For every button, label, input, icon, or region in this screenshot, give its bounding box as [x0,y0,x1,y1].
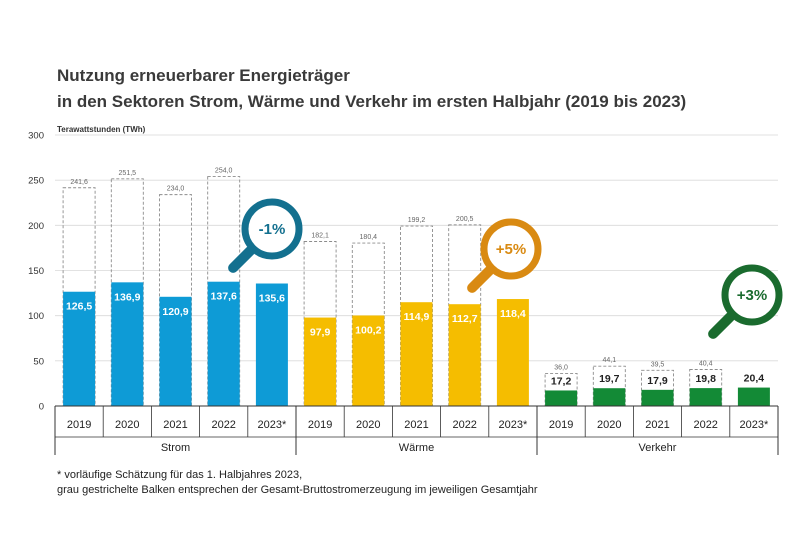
bar-verkehr [689,388,722,406]
bar-strom [111,282,144,406]
gross-value-label: 200,5 [456,216,474,223]
bar-verkehr [593,388,626,406]
gross-value-label: 180,4 [360,234,378,241]
group-label: Verkehr [639,442,677,454]
bar-wärme [352,315,385,406]
bar-value-label: 19,7 [599,373,620,385]
x-tick-label: 2021 [404,419,428,431]
magnifier-icon [480,218,542,280]
gross-value-label: 40,4 [699,361,713,368]
bar-wärme [448,304,481,406]
group-label: Strom [161,442,190,454]
bar-value-label: 120,9 [162,306,188,318]
bar-verkehr [545,390,578,406]
gross-value-label: 36,0 [554,364,568,371]
change-badge-label: -1% [259,221,286,238]
x-tick-label: 2022 [693,419,717,431]
bar-strom [255,283,288,406]
x-tick-label: 2021 [163,419,187,431]
bar-wärme [496,299,529,406]
bar-wärme [400,302,433,406]
y-axis-label: Terawattstunden (TWh) [57,125,146,134]
bar-value-label: 118,4 [500,308,526,320]
bar-value-label: 112,7 [452,313,478,325]
bars: 241,6 126,5 251,5 136,9 234,0 120,9 254,0 137,6… [62,168,770,407]
bar-strom [207,281,240,406]
change-badges: -1% +5% +3% [228,198,783,339]
footnote-line1: * vorläufige Schätzung für das 1. Halbja… [57,469,302,481]
y-tick-label: 250 [28,176,44,187]
bar-value-label: 19,8 [695,373,716,385]
bar-strom [159,296,192,406]
chart-title-line1: Nutzung erneuerbarer Energieträger [57,66,350,85]
x-tick-label: 2022 [211,419,235,431]
x-tick-label: 2023* [499,419,528,431]
bar-strom [63,291,96,406]
gross-value-label: 234,0 [167,186,185,193]
group-label: Wärme [399,442,434,454]
bar-value-label: 17,9 [647,375,668,387]
change-badge-label: +3% [737,287,767,304]
gross-value-label: 39,5 [651,361,665,368]
gross-value-label: 251,5 [119,170,137,177]
magnifier-icon [241,198,303,260]
footnote-line2: grau gestrichelte Balken entsprechen der… [57,484,538,496]
bar-value-label: 100,2 [355,324,381,336]
y-tick-label: 200 [28,221,44,232]
x-tick-label: 2020 [597,419,621,431]
x-tick-label: 2023* [258,419,287,431]
y-axis-ticks: 0 50 100 150 200 250 300 [28,131,44,413]
chart-title-line2: in den Sektoren Strom, Wärme und Verkehr… [57,92,686,111]
x-tick-label: 2019 [549,419,573,431]
bar-verkehr [737,387,770,406]
magnifier-handle [467,265,495,293]
gross-bar [689,369,723,407]
bar-value-label: 136,9 [114,291,140,303]
y-tick-label: 100 [28,311,44,322]
x-tick-label: 2023* [740,419,769,431]
gross-value-label: 182,1 [311,233,329,240]
gross-value-label: 254,0 [215,168,233,175]
magnifier-handle [708,311,736,339]
bar-verkehr [641,389,674,406]
x-tick-label: 2020 [356,419,380,431]
gross-bar [641,369,674,407]
y-tick-label: 150 [28,266,44,277]
gross-value-label: 241,6 [70,179,88,186]
bar-wärme [304,317,337,406]
bar-value-label: 17,2 [551,375,572,387]
gross-value-label: 199,2 [408,217,426,224]
x-tick-label: 2022 [452,419,476,431]
bar-value-label: 114,9 [404,311,430,323]
gross-value-label: 44,1 [602,357,616,364]
x-tick-label: 2019 [308,419,332,431]
bar-value-label: 135,6 [259,293,285,305]
y-tick-label: 0 [39,402,44,413]
bar-value-label: 20,4 [744,373,765,385]
bar-value-label: 126,5 [66,301,92,313]
magnifier-icon [721,264,783,326]
x-axis: 2019 2020 2021 2022 2023* Strom 2019 2020 2021 20… [54,405,779,455]
x-tick-label: 2019 [67,419,91,431]
x-tick-label: 2021 [645,419,669,431]
y-tick-label: 300 [28,131,44,142]
x-tick-label: 2020 [115,419,139,431]
bar-value-label: 137,6 [211,291,237,303]
y-tick-label: 50 [33,356,44,367]
magnifier-handle [228,245,256,273]
change-badge-label: +5% [496,241,526,258]
bar-value-label: 97,9 [310,327,331,339]
